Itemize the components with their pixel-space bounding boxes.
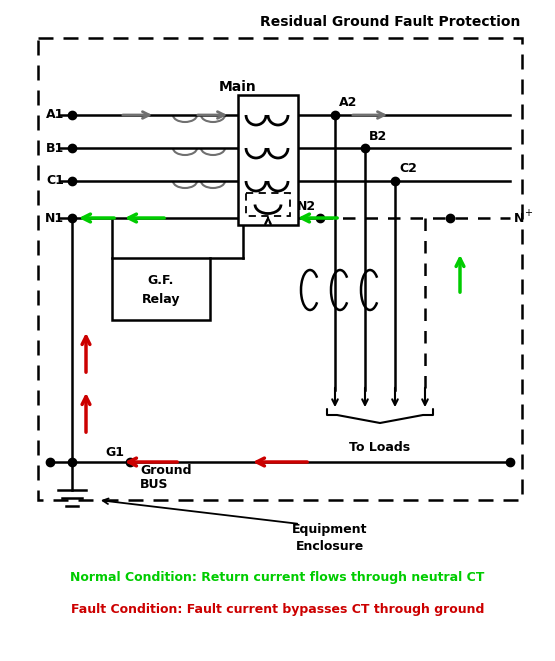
Text: B1: B1 [46,141,64,155]
Text: A1: A1 [46,108,64,122]
Bar [112,258,210,320]
Text: Main: Main [219,80,257,94]
Text: Enclosure: Enclosure [296,539,364,553]
Text: A2: A2 [339,97,357,110]
Text: C2: C2 [399,163,417,176]
Text: Ground: Ground [140,464,191,477]
Text: N: N [514,212,524,225]
Text: Equipment: Equipment [292,524,368,537]
Text: N2: N2 [297,200,316,212]
Text: Residual Ground Fault Protection: Residual Ground Fault Protection [260,15,520,29]
Bar [238,95,298,225]
Text: N1: N1 [45,212,64,225]
Text: G.F.: G.F. [148,274,174,288]
Text: BUS: BUS [140,478,169,491]
Text: +: + [524,208,532,218]
Text: G1: G1 [105,446,124,459]
Bar [38,38,522,500]
Bar [246,193,290,216]
Text: Normal Condition: Return current flows through neutral CT: Normal Condition: Return current flows t… [70,572,485,584]
Text: Fault Condition: Fault current bypasses CT through ground: Fault Condition: Fault current bypasses … [71,603,484,617]
Text: B2: B2 [369,130,387,143]
Text: To Loads: To Loads [350,441,411,454]
Text: C1: C1 [46,175,64,188]
Text: Relay: Relay [142,293,180,305]
